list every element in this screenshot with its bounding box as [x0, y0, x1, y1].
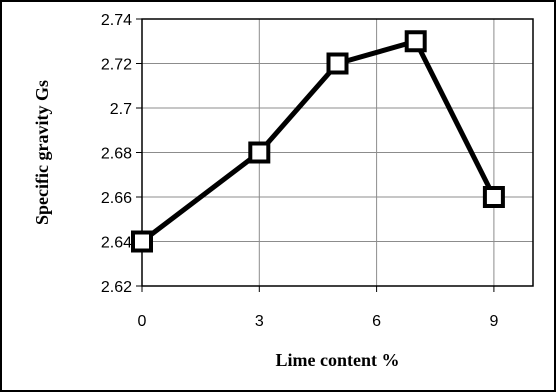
x-tick-label: 6	[372, 313, 381, 330]
x-tick-label: 3	[255, 313, 264, 330]
y-tick-label: 2.66	[101, 190, 132, 207]
y-tick-label: 2.68	[101, 146, 132, 163]
y-tick-label: 2.7	[110, 101, 132, 118]
data-point-marker	[482, 186, 505, 208]
tick-labels: 2.62 2.64 2.66 2.68 2.7 2.72 2.74 0 3 6 9	[101, 12, 499, 330]
y-tick-label: 2.62	[101, 279, 132, 296]
data-point-marker	[248, 141, 271, 164]
data-point-marker	[326, 52, 349, 75]
x-axis-title: Lime content %	[276, 350, 400, 370]
series	[131, 30, 505, 253]
x-tick-label: 0	[138, 313, 147, 330]
y-tick-label: 2.72	[101, 57, 132, 74]
plot-area-border	[141, 18, 534, 287]
y-tick-label: 2.64	[101, 235, 132, 252]
data-point-marker	[404, 30, 427, 53]
y-axis-title: Specific gravity Gs	[32, 80, 52, 225]
x-tick-label: 9	[489, 313, 498, 330]
y-tick-label: 2.74	[101, 12, 132, 29]
data-point-marker	[131, 230, 153, 253]
